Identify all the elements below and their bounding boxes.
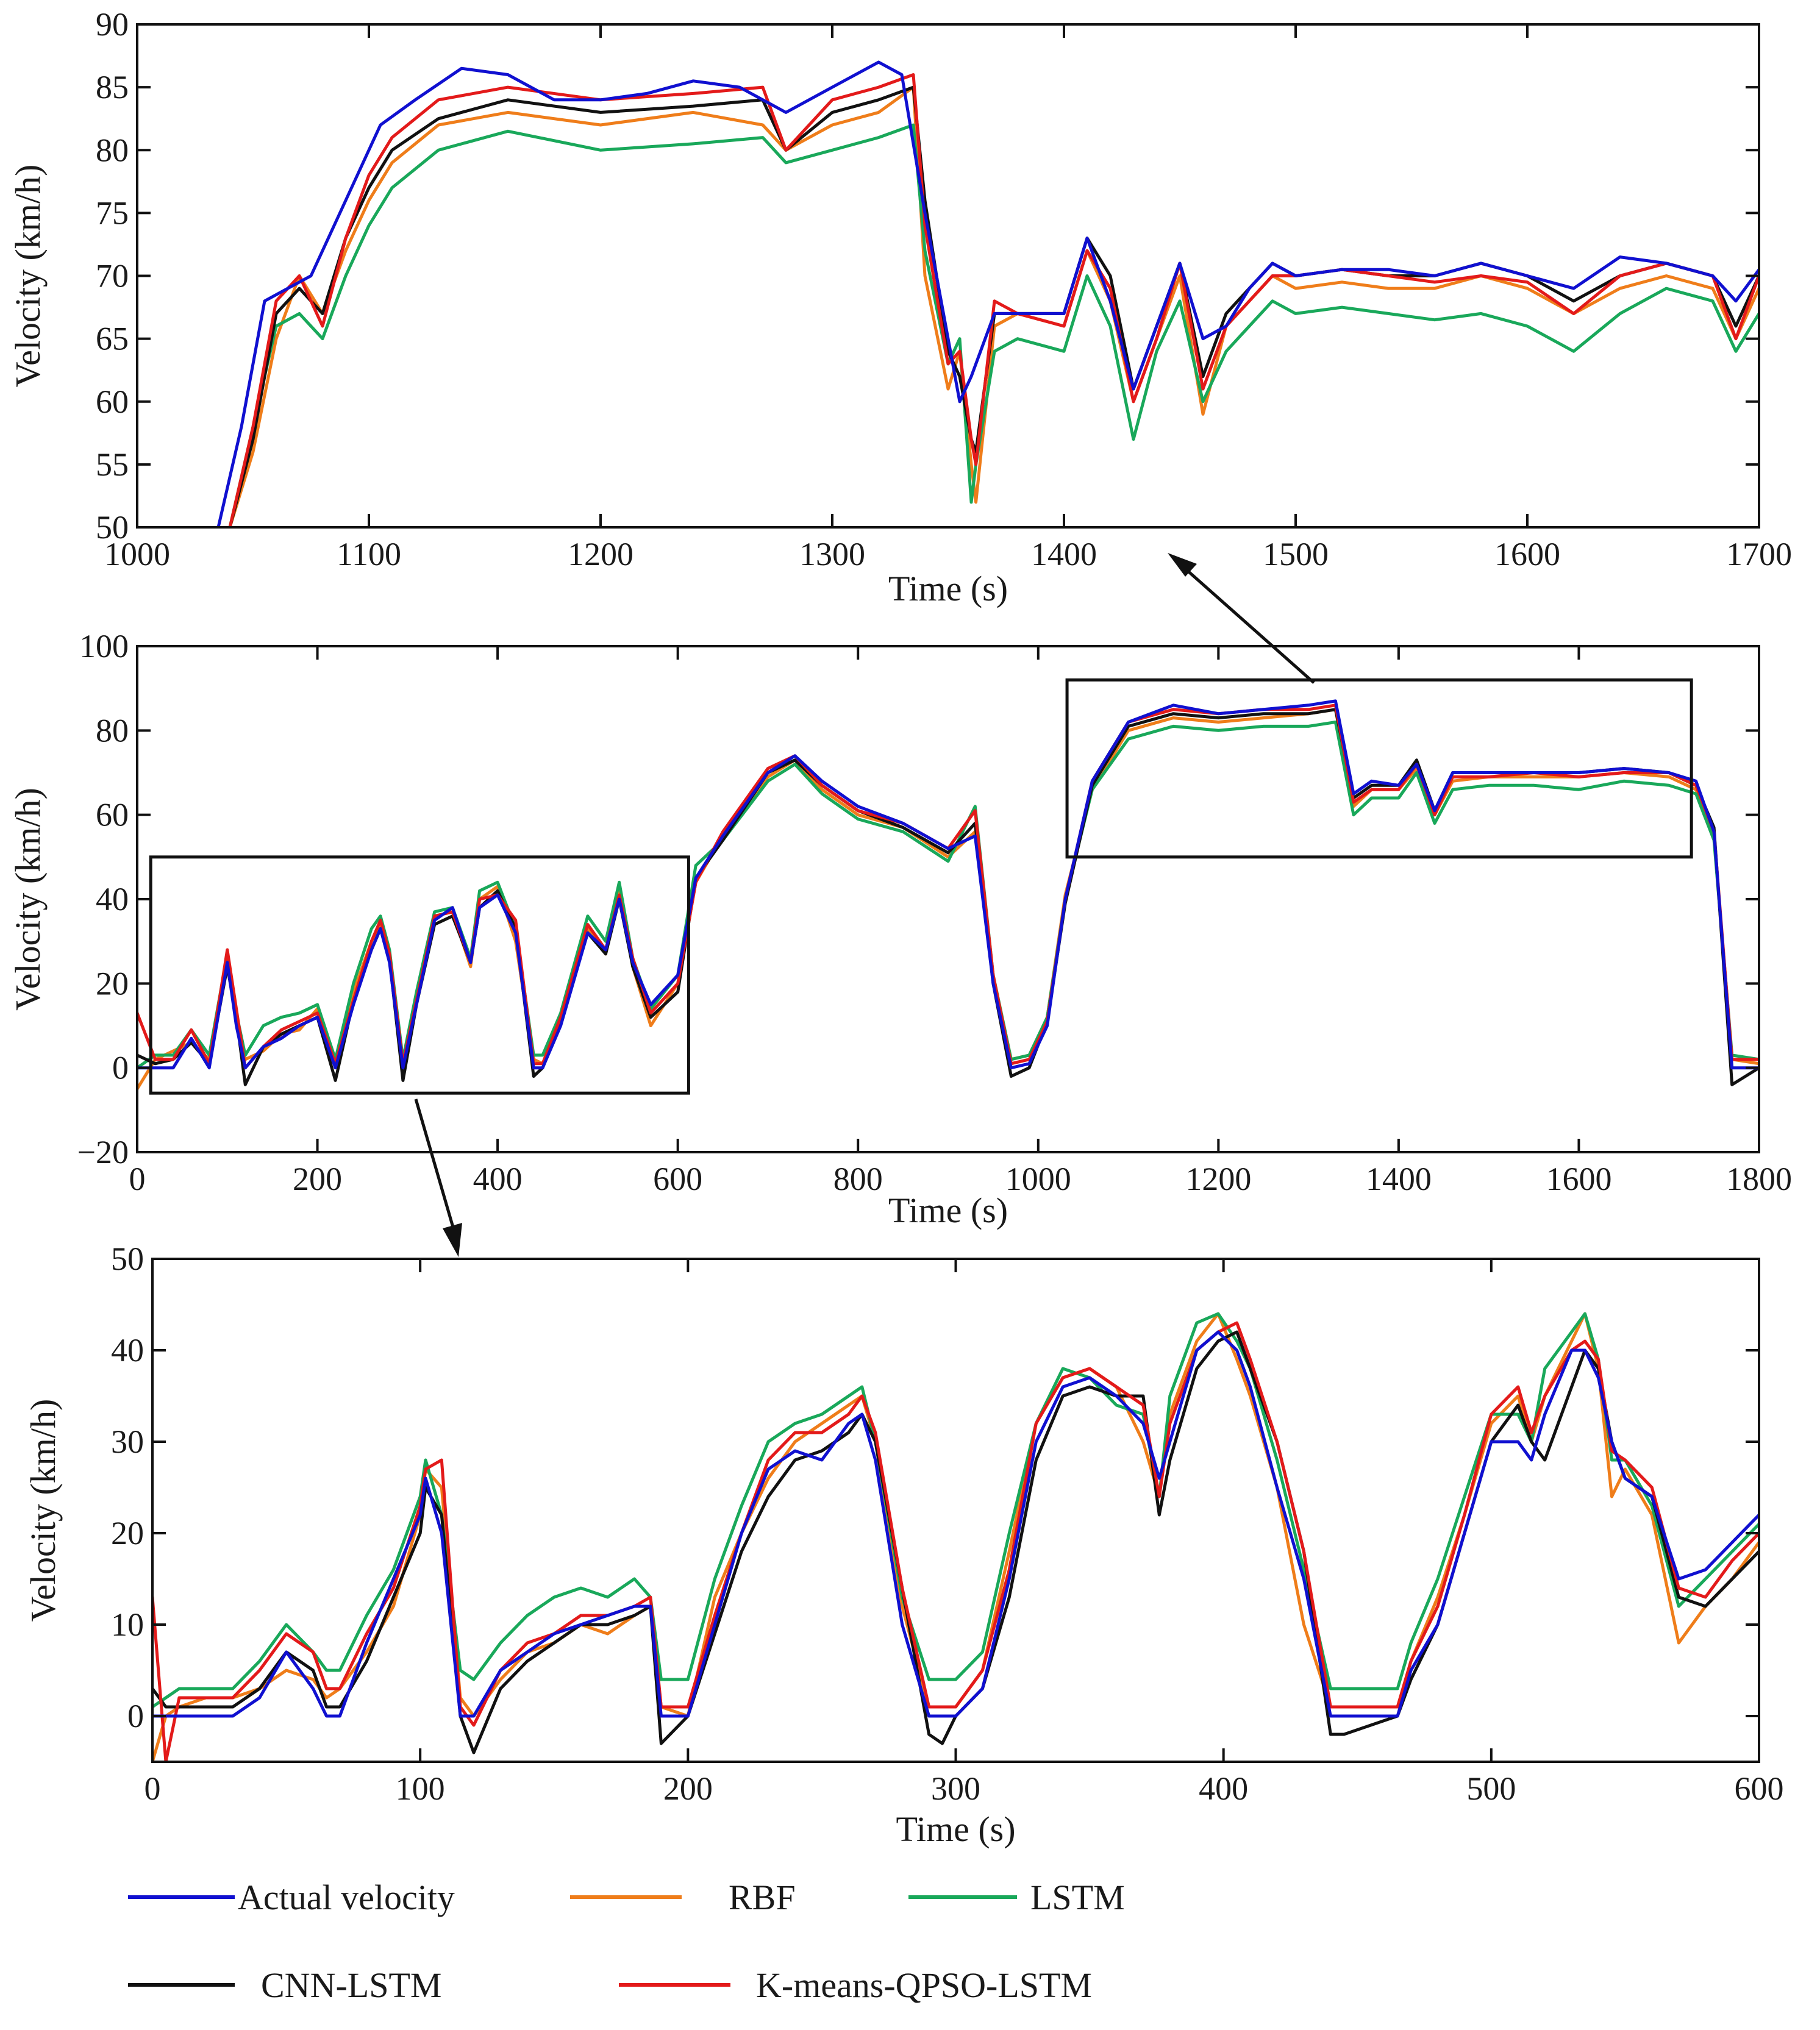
- bottom-xtick-label: 0: [145, 1770, 161, 1807]
- top-xtick-label: 1400: [1031, 536, 1097, 572]
- top-series-rbf: [228, 85, 1759, 527]
- middle-zoom-box-2: [1065, 678, 1693, 859]
- middle-xtick-label: 1000: [1005, 1161, 1071, 1197]
- middle-ytick-label: 60: [96, 797, 129, 833]
- bottom-xtick-label: 100: [396, 1770, 445, 1807]
- middle-xtick-label: 1800: [1726, 1161, 1792, 1197]
- middle-plot-frame: [136, 645, 1760, 1153]
- bottom-series-lstm: [152, 1312, 1759, 1709]
- legend-label-actual: Actual velocity: [238, 1878, 455, 1917]
- top-ytick-label: 90: [96, 6, 129, 43]
- bottom-plot-frame: [151, 1258, 1760, 1763]
- middle-series-rbf: [137, 708, 1759, 1091]
- bottom-xtick-label: 500: [1466, 1770, 1516, 1807]
- middle-xtick-label: 1200: [1185, 1161, 1251, 1197]
- bottom-ytick-label: 0: [127, 1698, 144, 1734]
- bottom-xtick-label: 400: [1199, 1770, 1248, 1807]
- bottom-xtick-label: 200: [663, 1770, 713, 1807]
- middle-xtick-label: 800: [833, 1161, 883, 1197]
- chart-middle: 0 200 400 600 800 1000 1200 1400 1600 1800−200204…: [8, 628, 1792, 1230]
- middle-xtick-label: 600: [653, 1161, 702, 1197]
- top-xtick-label: 1500: [1263, 536, 1329, 572]
- bottom-y-axis-label: Velocity (km/h): [23, 1399, 63, 1622]
- bottom-series-actual: [152, 1330, 1759, 1718]
- bottom-ytick-label: 10: [111, 1606, 144, 1643]
- bottom-series-group: [152, 1312, 1759, 1762]
- middle-ytick-label: 80: [96, 712, 129, 749]
- middle-xtick-label: 400: [473, 1161, 523, 1197]
- top-ytick-label: 60: [96, 383, 129, 420]
- zoom-arrow-bottom: [414, 1099, 462, 1257]
- bottom-x-axis-label: Time (s): [896, 1809, 1015, 1849]
- middle-ytick-label: 40: [96, 881, 129, 917]
- bottom-series-rbf: [152, 1312, 1759, 1762]
- middle-zoom-box-1: [149, 855, 690, 1095]
- middle-series-cnn-lstm: [137, 708, 1759, 1086]
- middle-series-kmeans: [137, 703, 1759, 1070]
- top-ytick-label: 65: [96, 321, 129, 357]
- middle-xtick-label: 200: [293, 1161, 342, 1197]
- legend-label-cnn-lstm: CNN-LSTM: [261, 1965, 441, 2005]
- top-y-axis-label: Velocity (km/h): [8, 165, 48, 388]
- bottom-ytick-label: 50: [111, 1241, 144, 1277]
- top-xtick-label: 1100: [337, 536, 401, 572]
- middle-xtick-label: 0: [129, 1161, 146, 1197]
- bottom-ytick-label: 20: [111, 1515, 144, 1551]
- middle-xtick-label: 1600: [1546, 1161, 1611, 1197]
- chart-top: 1000 1100 1200 1300 1400 1500 1600 1700 50 55 60 65…: [8, 6, 1792, 608]
- middle-ytick-label: 100: [79, 628, 129, 664]
- legend-label-kmeans: K-means-QPSO-LSTM: [756, 1965, 1092, 2005]
- top-series-lstm: [228, 123, 1759, 527]
- top-xtick-label: 1600: [1494, 536, 1560, 572]
- bottom-ytick-label: 40: [111, 1332, 144, 1369]
- top-ytick-label: 75: [96, 194, 129, 231]
- top-x-axis-label: Time (s): [888, 569, 1008, 608]
- middle-series-actual: [137, 699, 1759, 1070]
- legend: Actual velocity RBF LSTM CNN-LSTM K-means-QP…: [128, 1878, 1125, 2005]
- top-series-group: [216, 60, 1759, 527]
- middle-ytick-label: −20: [77, 1134, 129, 1170]
- top-ytick-label: 80: [96, 132, 129, 168]
- chart-bottom: 0 100 200 300 400 500 600 0 10 20 30 40 50 Time (s) Ve…: [23, 1241, 1784, 1849]
- top-xtick-label: 1700: [1726, 536, 1792, 572]
- legend-label-rbf: RBF: [729, 1878, 796, 1917]
- middle-ytick-label: 0: [112, 1050, 129, 1086]
- bottom-xtick-label: 600: [1735, 1770, 1784, 1807]
- top-series-kmeans: [228, 73, 1759, 527]
- top-xtick-label: 1200: [568, 536, 633, 572]
- bottom-xtick-label: 300: [931, 1770, 980, 1807]
- middle-series-lstm: [137, 721, 1759, 1070]
- bottom-series-cnn-lstm: [152, 1330, 1759, 1754]
- top-xtick-label: 1000: [104, 536, 170, 572]
- top-xtick-label: 1300: [799, 536, 865, 572]
- top-ytick-label: 70: [96, 258, 129, 294]
- middle-xtick-label: 1400: [1366, 1161, 1432, 1197]
- middle-series-group: [137, 699, 1759, 1091]
- top-ytick-label: 85: [96, 69, 129, 105]
- top-ytick-label: 50: [96, 509, 129, 546]
- middle-y-axis-label: Velocity (km/h): [8, 788, 48, 1011]
- top-series-actual: [216, 60, 1759, 527]
- middle-x-axis-label: Time (s): [888, 1191, 1008, 1230]
- top-ytick-label: 55: [96, 446, 129, 483]
- legend-label-lstm: LSTM: [1030, 1878, 1125, 1917]
- zoom-arrow-top: [1168, 553, 1315, 684]
- top-plot-frame: [136, 23, 1760, 529]
- middle-ytick-label: 20: [96, 965, 129, 1002]
- bottom-ytick-label: 30: [111, 1423, 144, 1460]
- bottom-series-kmeans: [152, 1321, 1759, 1762]
